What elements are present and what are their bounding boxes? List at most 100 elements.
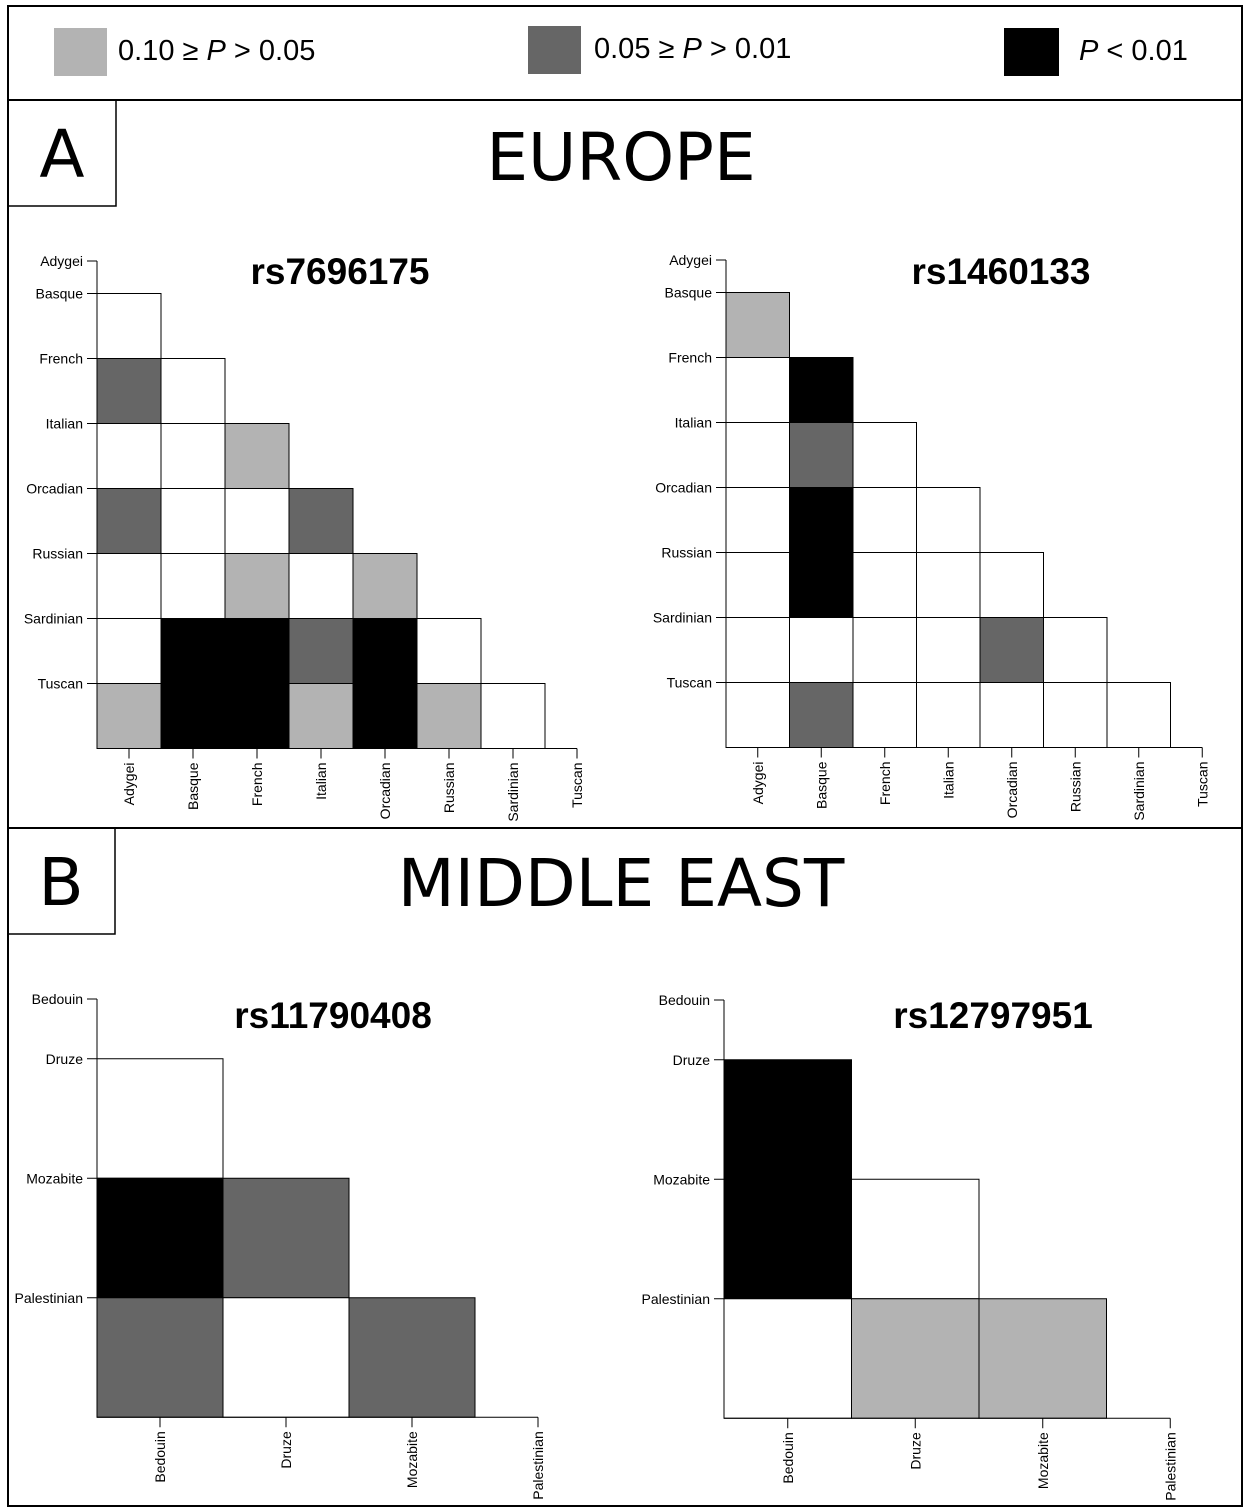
heatmap-cell-Tuscan-Sardinian [480, 683, 546, 749]
heatmap-cell-Orcadian-French [852, 487, 917, 553]
y-tick-label-Sardinian: Sardinian [24, 611, 83, 627]
x-tick-label-Adygei: Adygei [750, 762, 766, 805]
heatmap-cell-Russian-Adygei [96, 553, 162, 619]
heatmap-cell-Orcadian-Adygei [725, 487, 790, 553]
x-tick-label-French: French [249, 763, 265, 807]
heatmap-cell-Tuscan-Adygei [725, 682, 790, 748]
x-tick-label-Italian: Italian [940, 762, 956, 799]
heatmap-cell-Tuscan-Adygei [96, 683, 162, 749]
y-tick-label-Italian: Italian [46, 416, 83, 432]
y-tick-label-Adygei: Adygei [40, 253, 83, 269]
y-tick-label-Orcadian: Orcadian [655, 480, 712, 496]
y-tick-label-Orcadian: Orcadian [26, 481, 83, 497]
x-tick-label-Tuscan: Tuscan [1194, 762, 1210, 807]
heatmap-cell-Italian-French [224, 423, 290, 489]
heatmap-rs7696175: rs7696175 Adygei Basque French Italian Orcadi… [24, 251, 585, 822]
heatmap-cell-Italian-French [852, 422, 917, 488]
heatmap-cell-Palestinian-Bedouin [96, 1297, 224, 1418]
x-tick-label-Bedouin: Bedouin [780, 1432, 796, 1483]
heatmap-cell-Orcadian-French [224, 488, 290, 554]
heatmap-cell-Tuscan-Orcadian [979, 682, 1044, 748]
heatmap-cell-Tuscan-Basque [160, 683, 226, 749]
legend-swatch-dark [1004, 28, 1059, 76]
panel-a-letter: A [39, 116, 84, 193]
y-tick-label-Tuscan: Tuscan [667, 675, 712, 691]
heatmap-cell-Palestinian-Druze [222, 1297, 350, 1418]
y-tick-label-Druze: Druze [46, 1051, 84, 1067]
heatmap-cell-Sardinian-French [224, 618, 290, 684]
heatmap-cell-Russian-Orcadian [352, 553, 418, 619]
heatmap-cell-Russian-Adygei [725, 552, 790, 618]
x-tick-label-Sardinian: Sardinian [505, 763, 521, 822]
x-tick-label-Basque: Basque [813, 761, 829, 809]
panel-a-title: EUROPE [486, 119, 755, 196]
y-tick-label-Basque: Basque [36, 286, 84, 302]
heatmap-cell-Mozabite-Druze [222, 1177, 350, 1299]
y-tick-label-Bedouin: Bedouin [32, 991, 83, 1007]
x-tick-label-Russian: Russian [1067, 762, 1083, 813]
x-tick-label-Italian: Italian [313, 763, 329, 800]
heatmap-cell-Druze-Bedouin [96, 1058, 224, 1179]
panel-b-letter-box [7, 827, 116, 935]
heatmap-cell-Palestinian-Bedouin [723, 1298, 852, 1419]
y-tick-label-Adygei: Adygei [669, 252, 712, 268]
heatmap-cell-Tuscan-Italian [288, 683, 354, 749]
heatmap-cell-Orcadian-Basque [789, 487, 854, 553]
panel-a-header: A EUROPE [7, 99, 756, 207]
heatmap-cell-Palestinian-Druze [851, 1298, 980, 1419]
x-tick-label-French: French [877, 762, 893, 806]
x-tick-label-Bedouin: Bedouin [152, 1431, 168, 1482]
x-tick-label-Sardinian: Sardinian [1131, 762, 1147, 821]
heatmap-cell-Palestinian-Mozabite [978, 1298, 1107, 1419]
chart-title: rs7696175 [250, 251, 429, 292]
heatmap-cell-Russian-Basque [789, 552, 854, 618]
y-tick-label-Italian: Italian [675, 415, 712, 431]
heatmap-cell-Sardinian-French [852, 617, 917, 683]
heatmap-cell-Druze-Bedouin [723, 1059, 852, 1180]
heatmap-cell-French-Adygei [96, 358, 162, 424]
y-tick-label-French: French [668, 350, 712, 366]
y-tick-label-French: French [39, 351, 83, 367]
heatmap-cell-Tuscan-French [224, 683, 290, 749]
charts: rs7696175 Adygei Basque French Italian Orcadi… [15, 251, 1211, 1501]
heatmap-cell-Russian-Italian [288, 553, 354, 619]
heatmap-cell-French-Basque [789, 357, 854, 423]
heatmap-cell-Italian-Basque [160, 423, 226, 489]
heatmap-cell-Palestinian-Mozabite [348, 1297, 476, 1418]
heatmap-cell-Mozabite-Druze [851, 1178, 980, 1300]
heatmap-cell-Tuscan-Russian [416, 683, 482, 749]
heatmap-cell-Mozabite-Bedouin [723, 1178, 852, 1300]
legend-label-light: 0.10 ≥ P > 0.05 [118, 35, 315, 67]
heatmap-rs11790408: rs11790408 Bedouin Druze Mozabite Palestinia… [15, 991, 547, 1500]
y-tick-label-Russian: Russian [661, 545, 712, 561]
y-tick-label-Basque: Basque [665, 285, 713, 301]
chart-title: rs11790408 [234, 995, 432, 1036]
heatmap-cell-Orcadian-Adygei [96, 488, 162, 554]
heatmap-cell-Russian-French [852, 552, 917, 618]
x-tick-label-Mozabite: Mozabite [404, 1431, 420, 1488]
x-tick-label-Palestinian: Palestinian [530, 1431, 546, 1500]
legend-label-medium: 0.05 ≥ P > 0.01 [594, 33, 791, 65]
heatmap-cell-Tuscan-French [852, 682, 917, 748]
heatmap-cell-French-Basque [160, 358, 226, 424]
x-tick-label-Tuscan: Tuscan [569, 763, 585, 808]
heatmap-cell-Basque-Adygei [96, 293, 162, 359]
y-tick-label-Russian: Russian [32, 546, 83, 562]
figure-border [7, 5, 1243, 1507]
y-tick-label-Palestinian: Palestinian [15, 1290, 84, 1306]
y-tick-label-Mozabite: Mozabite [26, 1170, 83, 1186]
legend-swatch-light [54, 28, 107, 76]
panel-a-letter-box [7, 99, 117, 207]
panel-b-header: B MIDDLE EAST [7, 827, 845, 935]
heatmap-cell-Basque-Adygei [725, 292, 790, 358]
x-tick-label-Adygei: Adygei [121, 763, 137, 806]
heatmap-cell-Sardinian-Orcadian [352, 618, 418, 684]
y-tick-label-Sardinian: Sardinian [653, 610, 712, 626]
legend: 0.10 ≥ P > 0.05 0.05 ≥ P > 0.01 P < 0.01 [54, 26, 1188, 76]
x-tick-label-Druze: Druze [278, 1431, 294, 1469]
chart-title: rs12797951 [893, 995, 1093, 1036]
x-tick-label-Orcadian: Orcadian [1004, 762, 1020, 819]
heatmap-cell-Italian-Basque [789, 422, 854, 488]
heatmap-cell-Orcadian-Basque [160, 488, 226, 554]
